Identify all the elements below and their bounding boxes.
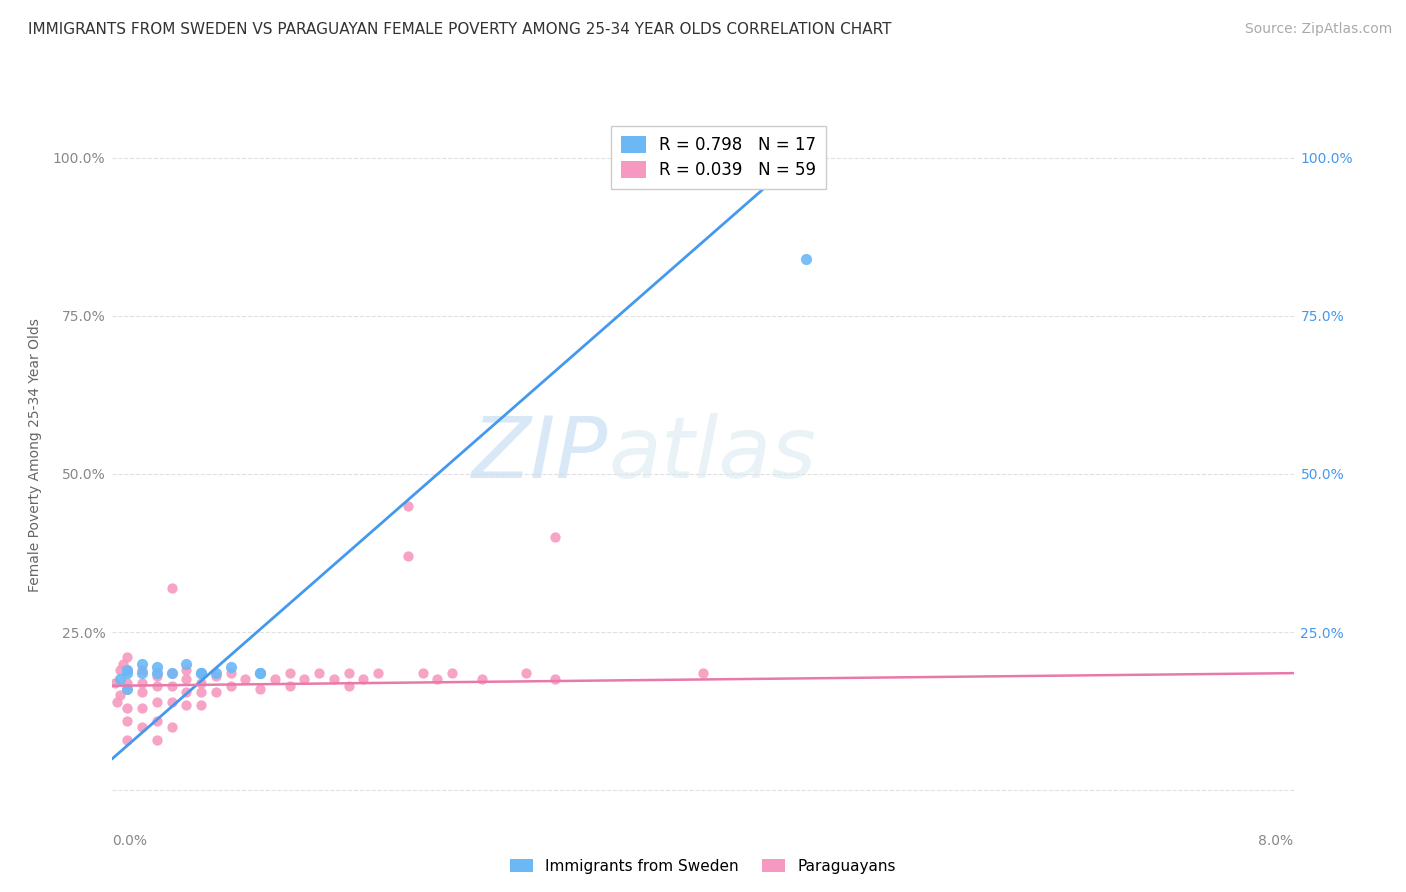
Point <box>190 675 212 690</box>
Point <box>131 663 153 677</box>
Point <box>108 673 131 687</box>
Point <box>160 695 183 709</box>
Text: Source: ZipAtlas.com: Source: ZipAtlas.com <box>1244 22 1392 37</box>
Point <box>146 669 169 683</box>
Point <box>146 666 169 681</box>
Y-axis label: Female Poverty Among 25-34 Year Olds: Female Poverty Among 25-34 Year Olds <box>28 318 42 592</box>
Point <box>174 685 197 699</box>
Point <box>111 657 134 671</box>
Point <box>249 666 271 681</box>
Point <box>292 673 315 687</box>
Point <box>146 732 169 747</box>
Point <box>352 673 374 687</box>
Point <box>323 673 346 687</box>
Point <box>117 714 138 728</box>
Point <box>219 679 242 693</box>
Point <box>515 666 537 681</box>
Point <box>146 660 169 674</box>
Point <box>131 666 153 681</box>
Point <box>117 681 138 696</box>
Point <box>337 666 360 681</box>
Text: IMMIGRANTS FROM SWEDEN VS PARAGUAYAN FEMALE POVERTY AMONG 25-34 YEAR OLDS CORREL: IMMIGRANTS FROM SWEDEN VS PARAGUAYAN FEM… <box>28 22 891 37</box>
Point <box>471 673 494 687</box>
Point <box>105 695 128 709</box>
Point <box>108 688 131 702</box>
Point <box>174 657 197 671</box>
Point <box>692 666 714 681</box>
Point <box>278 679 301 693</box>
Point <box>249 681 271 696</box>
Point <box>160 666 183 681</box>
Point <box>308 666 330 681</box>
Point <box>117 663 138 677</box>
Point <box>131 657 153 671</box>
Point <box>117 650 138 665</box>
Point <box>131 675 153 690</box>
Point <box>146 695 169 709</box>
Point <box>190 666 212 681</box>
Point <box>146 714 169 728</box>
Point <box>426 673 449 687</box>
Point <box>396 549 419 563</box>
Point <box>412 666 434 681</box>
Point <box>219 666 242 681</box>
Point <box>796 252 818 266</box>
Point <box>174 663 197 677</box>
Point <box>544 673 567 687</box>
Point <box>337 679 360 693</box>
Point <box>190 685 212 699</box>
Point <box>146 679 169 693</box>
Point <box>233 673 256 687</box>
Point <box>108 663 131 677</box>
Point <box>117 663 138 677</box>
Text: ZIP: ZIP <box>472 413 609 497</box>
Point <box>249 666 271 681</box>
Text: 0.0%: 0.0% <box>112 834 148 848</box>
Point <box>190 666 212 681</box>
Point <box>367 666 389 681</box>
Point <box>278 666 301 681</box>
Point <box>205 669 228 683</box>
Point <box>160 666 183 681</box>
Point <box>160 720 183 734</box>
Point <box>396 499 419 513</box>
Point <box>219 660 242 674</box>
Point <box>117 681 138 696</box>
Point <box>544 530 567 544</box>
Point <box>117 701 138 715</box>
Point <box>264 673 287 687</box>
Point <box>117 732 138 747</box>
Point <box>160 679 183 693</box>
Point <box>174 698 197 712</box>
Point <box>190 698 212 712</box>
Point <box>205 685 228 699</box>
Point <box>190 666 212 681</box>
Text: 8.0%: 8.0% <box>1258 834 1294 848</box>
Point <box>174 673 197 687</box>
Point <box>117 675 138 690</box>
Point <box>441 666 464 681</box>
Point <box>131 720 153 734</box>
Point <box>131 701 153 715</box>
Point <box>249 666 271 681</box>
Legend: Immigrants from Sweden, Paraguayans: Immigrants from Sweden, Paraguayans <box>505 853 901 880</box>
Text: atlas: atlas <box>609 413 817 497</box>
Point <box>205 666 228 681</box>
Point <box>104 675 127 690</box>
Point <box>131 685 153 699</box>
Point <box>160 581 183 595</box>
Legend: R = 0.798   N = 17, R = 0.039   N = 59: R = 0.798 N = 17, R = 0.039 N = 59 <box>612 126 827 189</box>
Point <box>117 666 138 681</box>
